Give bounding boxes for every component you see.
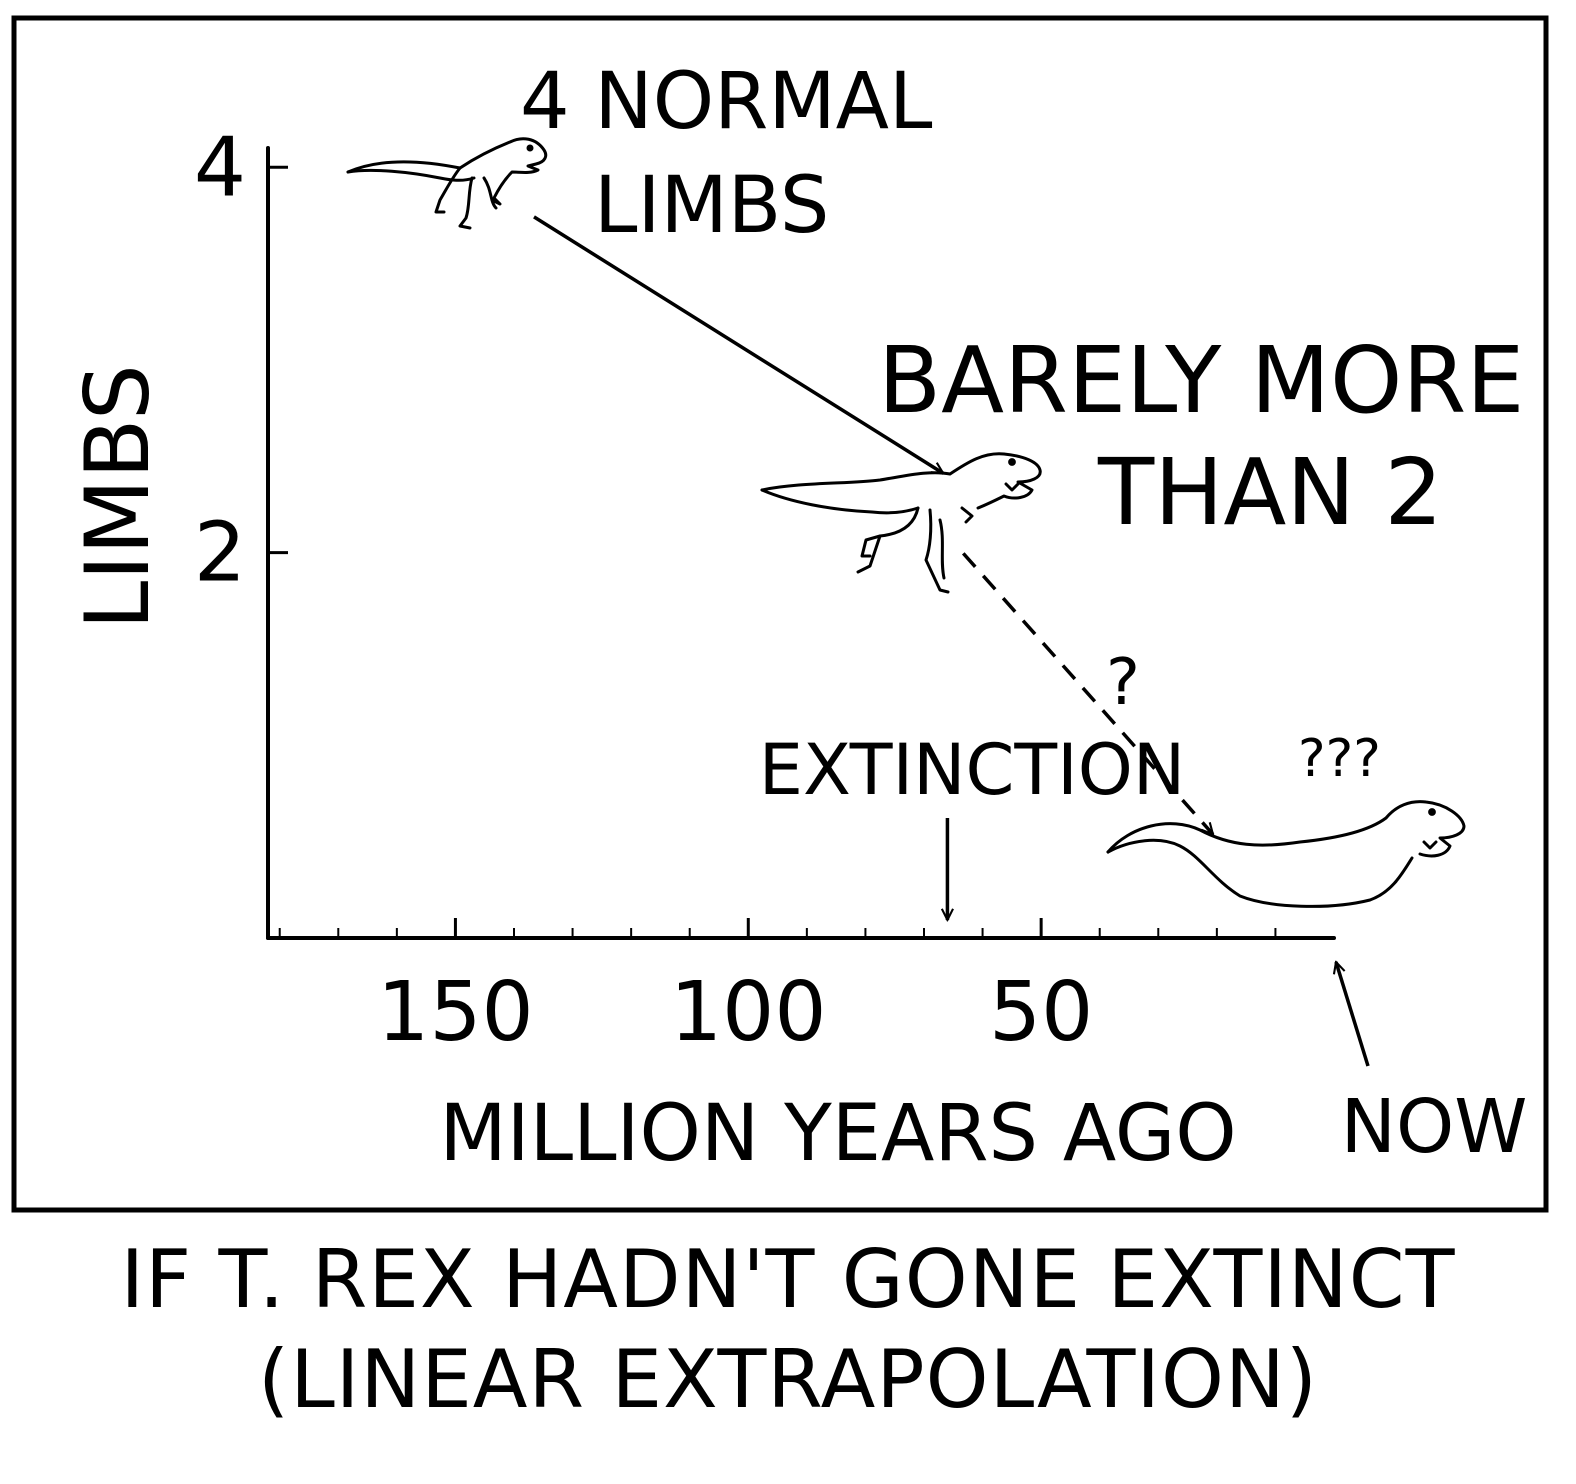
limbless-t-rex-icon (1106, 800, 1466, 908)
annotation-four-limbs-line1: 4 NORMAL (520, 57, 933, 147)
comic-caption: IF T. REX HADN'T GONE EXTINCT (LINEAR EX… (0, 1230, 1576, 1430)
x-axis-label: MILLION YEARS AGO (439, 1089, 1236, 1179)
y-tick-label: 4 (194, 120, 246, 215)
x-tick-label: 100 (670, 965, 827, 1060)
annotation-barely-more-line1: BARELY MORE (878, 327, 1524, 434)
annotation-now: NOW (1341, 1084, 1528, 1170)
caption-line-2: (LINEAR EXTRAPOLATION) (257, 1333, 1318, 1426)
y-axis-label: LIMBS (66, 364, 169, 630)
x-major-ticks: 150 100 50 (377, 918, 1093, 1060)
x-tick-label: 50 (989, 965, 1093, 1060)
t-rex-icon (760, 452, 1042, 594)
annotation-extinction: EXTINCTION (759, 729, 1185, 811)
trend-line-solid (533, 215, 943, 475)
x-minor-ticks (278, 928, 1277, 938)
y-major-ticks: 42 (194, 120, 288, 601)
annotation-barely-more-line2: THAN 2 (1097, 439, 1443, 546)
now-arrow (1336, 962, 1370, 1067)
x-tick-label: 150 (377, 965, 534, 1060)
annotation-triple-question: ??? (1298, 729, 1381, 789)
y-tick-label: 2 (194, 506, 246, 601)
panel-border (11, 15, 1549, 1213)
small-dinosaur-icon (346, 137, 548, 230)
caption-line-1: IF T. REX HADN'T GONE EXTINCT (120, 1233, 1456, 1326)
annotation-four-limbs-line2: LIMBS (594, 161, 829, 251)
annotation-single-question: ? (1106, 646, 1140, 720)
trend-line-dashed (961, 552, 1213, 834)
